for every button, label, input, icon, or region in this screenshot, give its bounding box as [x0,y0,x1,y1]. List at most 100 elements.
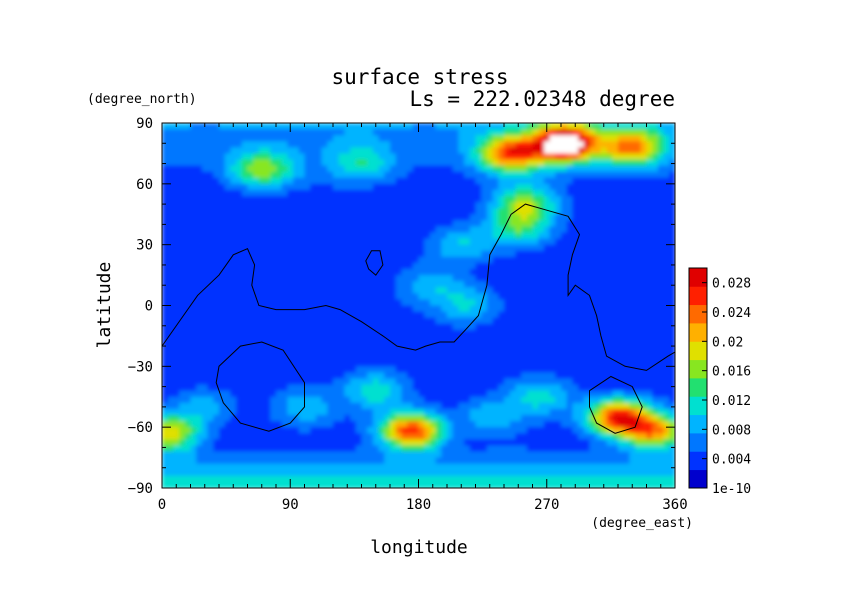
heatmap-cell [635,177,642,185]
heatmap-cell [612,408,619,416]
heatmap-cell [515,141,522,148]
heatmap-cell [241,123,249,130]
heatmap-cell [504,378,511,386]
heatmap-cell [498,171,505,179]
heatmap-cell [219,220,226,228]
heatmap-cell [652,196,659,203]
heatmap-cell [173,287,180,294]
heatmap-cell [663,165,670,173]
heatmap-cell [572,183,579,191]
heatmap-cell [543,396,551,404]
heatmap-cell [173,165,180,173]
heatmap-cell [640,445,648,453]
heatmap-cell [361,129,368,136]
heatmap-cell [201,214,209,221]
heatmap-cell [429,232,437,240]
heatmap-cell [492,269,499,276]
heatmap-cell [213,360,220,367]
heatmap-cell [441,135,448,142]
heatmap-cell [663,402,670,410]
heatmap-cell [623,281,630,288]
heatmap-cell [344,427,351,434]
heatmap-cell [190,141,197,148]
heatmap-cell [179,348,186,355]
heatmap-cell [623,189,630,197]
heatmap-cell [600,189,608,197]
heatmap-cell [532,372,539,380]
heatmap-cell [504,220,511,228]
heatmap-cell [606,299,613,307]
heatmap-cell [618,451,625,459]
heatmap-cell [344,317,351,325]
heatmap-cell [646,153,653,161]
heatmap-cell [447,372,454,380]
heatmap-cell [264,123,271,130]
heatmap-cell [469,208,477,215]
heatmap-cell [384,342,391,349]
heatmap-cell [538,390,545,398]
heatmap-cell [435,262,442,270]
heatmap-cell [612,421,619,428]
heatmap-cell [504,415,511,422]
heatmap-cell [372,238,380,246]
heatmap-cell [333,208,340,215]
heatmap-cell [315,256,323,264]
heatmap-cell [350,281,357,288]
heatmap-cell [538,384,545,392]
heatmap-cell [281,183,288,191]
heatmap-cell [247,159,254,167]
heatmap-cell [167,317,174,325]
heatmap-cell [333,165,340,173]
heatmap-cell [401,445,408,453]
heatmap-cell [447,123,454,130]
heatmap-cell [253,177,260,185]
heatmap-cell [213,153,220,161]
heatmap-cell [555,269,562,276]
heatmap-cell [515,360,522,367]
heatmap-cell [549,220,556,228]
heatmap-cell [635,232,642,240]
heatmap-cell [418,232,425,240]
heatmap-cell [618,427,625,434]
heatmap-cell [384,360,391,367]
heatmap-cell [367,214,374,221]
heatmap-cell [230,220,237,228]
heatmap-cell [543,408,551,416]
heatmap-cell [321,189,328,197]
heatmap-cell [230,457,237,465]
heatmap-cell [549,196,556,203]
heatmap-cell [486,317,494,325]
heatmap-cell [555,342,562,349]
heatmap-cell [241,214,249,221]
heatmap-cell [475,202,482,209]
heatmap-cell [327,396,334,404]
heatmap-cell [401,262,408,270]
heatmap-cell [412,366,420,374]
heatmap-cell [401,171,408,179]
heatmap-cell [532,244,539,252]
heatmap-cell [623,159,630,167]
heatmap-cell [253,147,260,155]
heatmap-cell [640,269,648,276]
heatmap-cell [589,451,596,459]
heatmap-cell [367,402,374,410]
heatmap-cell [344,135,351,142]
heatmap-cell [429,451,437,459]
heatmap-cell [213,390,220,398]
heatmap-cell [207,281,214,288]
heatmap-cell [276,445,283,453]
heatmap-cell [646,275,653,282]
heatmap-cell [224,451,231,459]
heatmap-cell [167,177,174,185]
heatmap-cell [281,348,288,355]
heatmap-cell [452,238,459,246]
heatmap-cell [287,159,294,167]
heatmap-cell [167,244,174,252]
heatmap-cell [321,360,328,367]
heatmap-cell [566,153,573,161]
heatmap-cell [281,189,288,197]
heatmap-cell [629,421,636,428]
heatmap-cell [538,305,545,313]
heatmap-cell [247,147,254,155]
heatmap-cell [657,250,665,258]
